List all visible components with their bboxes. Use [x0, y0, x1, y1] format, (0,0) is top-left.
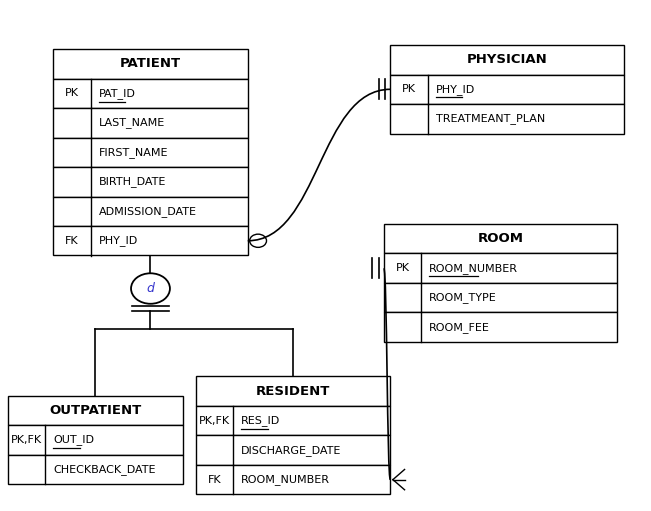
- Bar: [53, 49, 248, 79]
- Text: OUT_ID: OUT_ID: [53, 434, 94, 446]
- Text: PHY_ID: PHY_ID: [436, 84, 475, 95]
- Bar: [53, 79, 248, 108]
- Text: ADMISSION_DATE: ADMISSION_DATE: [98, 206, 197, 217]
- Text: RESIDENT: RESIDENT: [256, 385, 330, 398]
- Bar: [53, 137, 248, 167]
- Text: PK: PK: [402, 84, 416, 95]
- Bar: [8, 455, 183, 484]
- Text: ROOM_NUMBER: ROOM_NUMBER: [242, 474, 330, 485]
- Bar: [384, 224, 617, 253]
- Text: FIRST_NAME: FIRST_NAME: [98, 147, 168, 158]
- Bar: [53, 226, 248, 256]
- Text: ROOM_NUMBER: ROOM_NUMBER: [429, 263, 518, 274]
- Bar: [196, 377, 391, 406]
- Text: PHY_ID: PHY_ID: [98, 235, 138, 246]
- Bar: [196, 435, 391, 465]
- Text: OUTPATIENT: OUTPATIENT: [49, 404, 141, 417]
- Text: TREATMEANT_PLAN: TREATMEANT_PLAN: [436, 113, 545, 124]
- Text: ROOM_TYPE: ROOM_TYPE: [429, 292, 497, 303]
- Text: LAST_NAME: LAST_NAME: [98, 118, 165, 128]
- Text: FK: FK: [65, 236, 79, 246]
- Text: CHECKBACK_DATE: CHECKBACK_DATE: [53, 464, 156, 475]
- Text: PAT_ID: PAT_ID: [98, 88, 135, 99]
- Bar: [391, 45, 624, 75]
- Text: DISCHARGE_DATE: DISCHARGE_DATE: [242, 445, 342, 456]
- Text: ROOM_FEE: ROOM_FEE: [429, 322, 490, 333]
- Text: PK: PK: [396, 263, 409, 273]
- Bar: [8, 425, 183, 455]
- Text: ROOM: ROOM: [478, 232, 523, 245]
- Bar: [384, 283, 617, 312]
- Bar: [384, 312, 617, 342]
- Text: BIRTH_DATE: BIRTH_DATE: [98, 176, 166, 187]
- Text: FK: FK: [208, 475, 221, 484]
- Bar: [391, 104, 624, 133]
- Text: PK,FK: PK,FK: [11, 435, 42, 445]
- Text: d: d: [146, 282, 154, 295]
- Bar: [391, 75, 624, 104]
- Bar: [196, 406, 391, 435]
- Bar: [384, 253, 617, 283]
- Text: PATIENT: PATIENT: [120, 57, 181, 71]
- Bar: [196, 465, 391, 494]
- Bar: [8, 396, 183, 425]
- Text: PK: PK: [65, 88, 79, 99]
- Text: RES_ID: RES_ID: [242, 415, 281, 426]
- Text: PK,FK: PK,FK: [199, 415, 230, 426]
- Bar: [53, 108, 248, 137]
- Text: PHYSICIAN: PHYSICIAN: [467, 53, 547, 66]
- Bar: [53, 197, 248, 226]
- Bar: [53, 167, 248, 197]
